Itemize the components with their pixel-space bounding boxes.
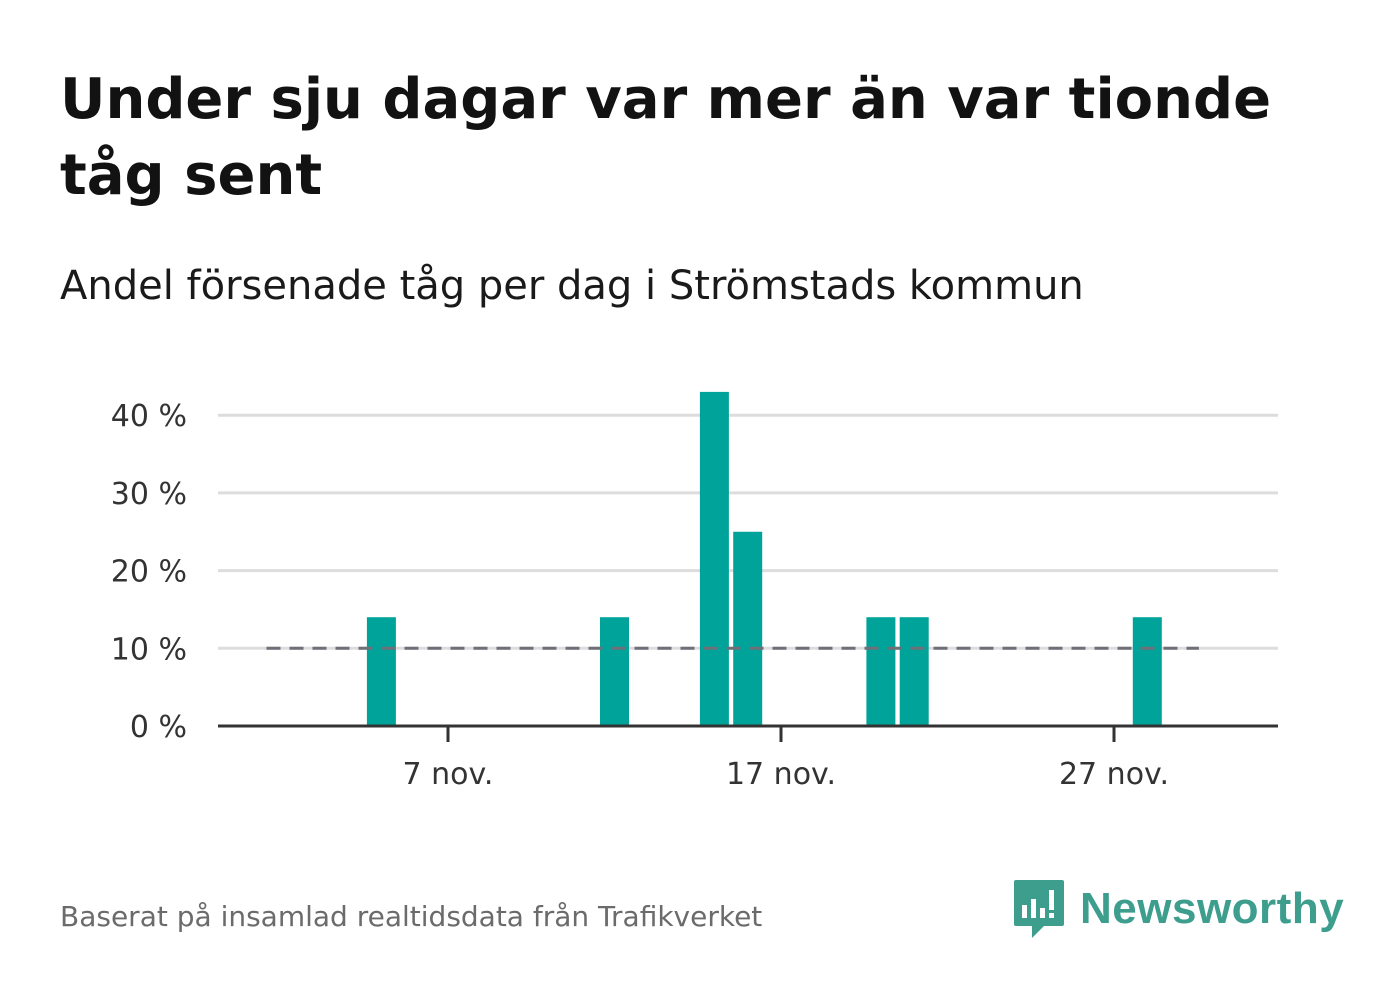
bar — [1132, 617, 1162, 726]
bar — [866, 617, 896, 726]
chart-subtitle: Andel försenade tåg per dag i Strömstads… — [60, 263, 1084, 309]
bar — [366, 617, 396, 726]
x-tick-label: 27 nov. — [1059, 757, 1169, 792]
y-tick-label: 10 % — [111, 632, 187, 667]
y-tick-label: 30 % — [111, 477, 187, 512]
y-axis-labels: 0 % 10 % 20 % 30 % 40 % — [111, 399, 187, 745]
chart-title: Under sju dagar var mer än var tionde tå… — [60, 67, 1272, 208]
bar — [600, 617, 629, 726]
brand-name: Newsworthy — [1080, 884, 1345, 933]
bars — [366, 391, 1162, 726]
bar-chart-bubble-icon — [1014, 880, 1064, 938]
bar — [733, 531, 763, 726]
x-axis-labels: 7 nov. 17 nov. 27 nov. — [403, 757, 1170, 792]
y-tick-label: 40 % — [111, 399, 187, 434]
y-tick-label: 0 % — [130, 710, 187, 745]
bar — [899, 617, 929, 726]
x-tick-label: 17 nov. — [726, 757, 836, 792]
y-tick-label: 20 % — [111, 555, 187, 590]
x-tick-label: 7 nov. — [403, 757, 494, 792]
source-note: Baserat på insamlad realtidsdata från Tr… — [60, 900, 763, 933]
x-axis — [218, 724, 1278, 742]
newsworthy-logo[interactable]: Newsworthy — [1012, 878, 1344, 940]
bar-chart: 0 % 10 % 20 % 30 % 40 % 7 nov. 17 nov. 27 nov. — [111, 391, 1278, 792]
bar — [699, 391, 729, 726]
